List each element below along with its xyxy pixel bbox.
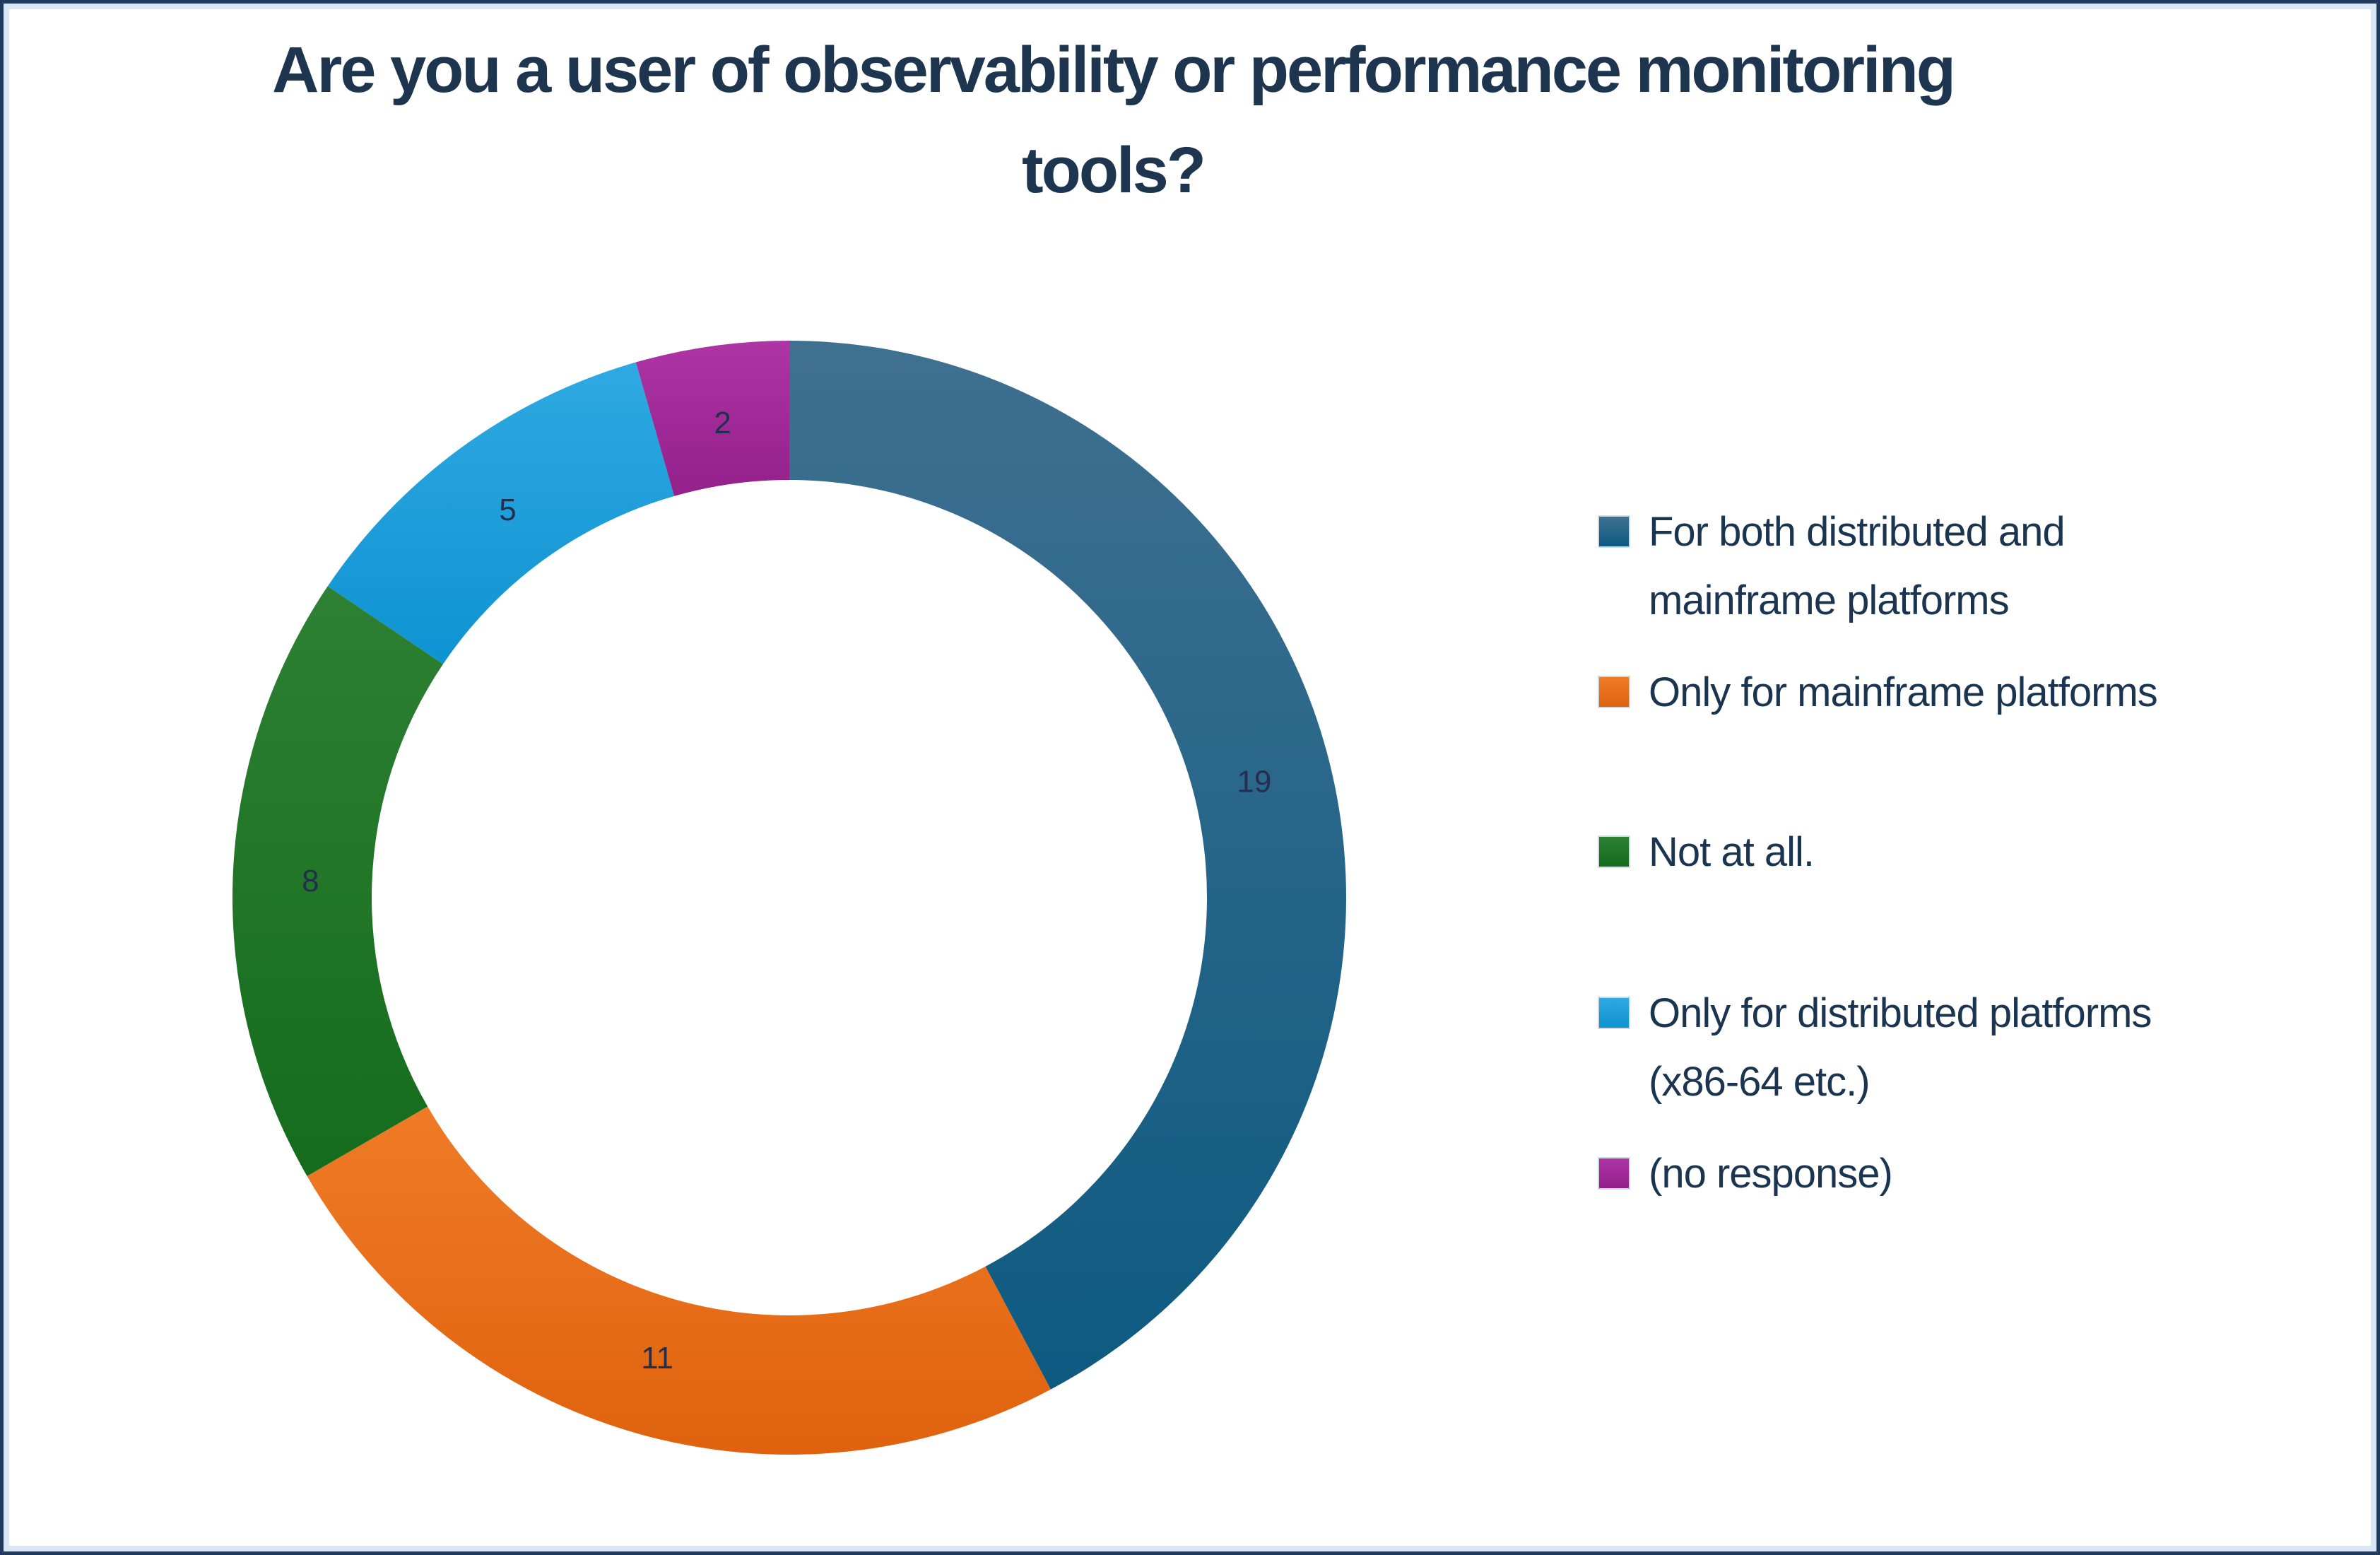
legend-label-0-line-1: mainframe platforms: [1649, 577, 2010, 623]
donut-slice-2: [232, 586, 444, 1176]
legend-label-0-line-0: For both distributed and: [1649, 509, 2066, 555]
slice-value-label-2: 8: [302, 864, 319, 898]
donut-slice-3: [327, 362, 675, 664]
legend-item-3: Only for distributed platforms (x86-64 et…: [1598, 979, 2152, 1116]
legend-label-2: Not at all.: [1649, 818, 1815, 886]
legend-item-2: Not at all.: [1598, 818, 1815, 886]
chart-title-line-2: tools?: [1022, 134, 1206, 206]
chart-title-line-1: Are you a user of observability or perfo…: [272, 34, 1956, 106]
legend-label-2-line-0: Not at all.: [1649, 829, 1815, 875]
legend-swatch-4: [1598, 1157, 1630, 1190]
legend-item-1: Only for mainframe platforms: [1598, 658, 2158, 727]
slice-value-label-4: 2: [714, 406, 731, 440]
legend-swatch-1: [1598, 676, 1630, 708]
donut-slice-0: [789, 341, 1346, 1390]
legend-swatch-2: [1598, 835, 1630, 868]
legend-swatch-0: [1598, 515, 1630, 548]
legend-item-4: (no response): [1598, 1139, 1893, 1208]
slice-value-label-1: 11: [641, 1341, 673, 1375]
legend-label-1-line-0: Only for mainframe platforms: [1649, 669, 2158, 715]
legend-label-0: For both distributed and mainframe platfo…: [1649, 498, 2066, 635]
legend-item-0: For both distributed and mainframe platfo…: [1598, 498, 2066, 635]
legend-label-3: Only for distributed platforms (x86-64 et…: [1649, 979, 2152, 1116]
legend-label-4-line-0: (no response): [1649, 1151, 1893, 1197]
legend-label-3-line-0: Only for distributed platforms: [1649, 990, 2152, 1036]
legend-label-3-line-1: (x86-64 etc.): [1649, 1059, 1871, 1105]
legend-label-1: Only for mainframe platforms: [1649, 658, 2158, 727]
donut-slice-4: [635, 341, 789, 496]
donut-slice-1: [307, 1106, 1051, 1455]
slice-value-label-0: 19: [1237, 764, 1271, 799]
chart-title: Are you a user of observability or perfo…: [212, 20, 2014, 221]
legend-label-4: (no response): [1649, 1139, 1893, 1208]
legend-swatch-3: [1598, 997, 1630, 1029]
slice-value-label-3: 5: [499, 493, 516, 527]
